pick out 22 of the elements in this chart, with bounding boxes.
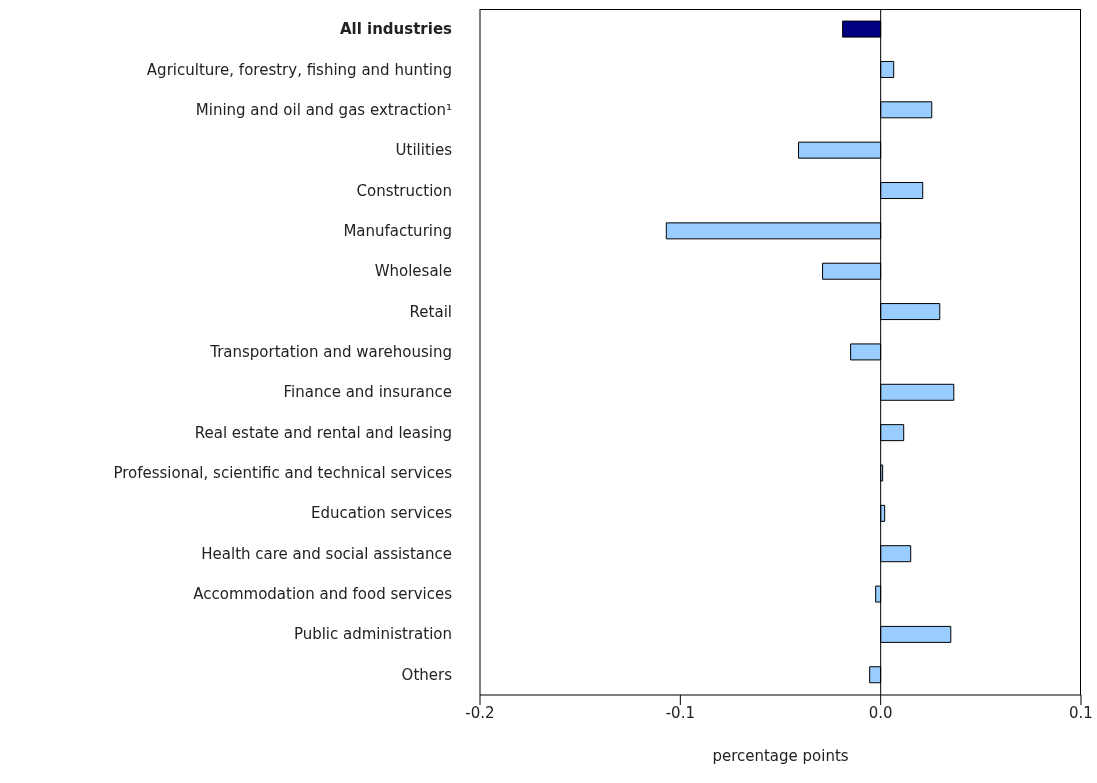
y-tick-label: Health care and social assistance [201,544,452,563]
y-tick-label: Professional, scientific and technical services [113,464,453,483]
y-tick-label: Education services [311,504,453,523]
y-tick-label: Wholesale [374,262,452,281]
y-tick-label: Mining and oil and gas extraction¹ [195,100,452,119]
y-tick-label: Transportation and warehousing [209,343,452,361]
y-tick-label: Others [401,665,453,684]
y-tick-label: Utilities [395,141,453,160]
y-tick-label: Real estate and rental and leasing [194,423,452,442]
x-axis-title: percentage points [712,747,849,765]
x-tick-label: -0.2 [465,703,495,722]
y-tick-label: Agriculture, forestry, fishing and hunting [146,60,452,79]
y-tick-label: Finance and insurance [283,383,452,402]
y-tick-label: Manufacturing [343,221,452,240]
y-tick-label: Retail [409,302,452,321]
y-tick-label: Public administration [293,625,452,644]
x-tick-label: -0.1 [665,703,695,722]
x-tick-label: 0.1 [1069,703,1093,722]
y-tick-label: Construction [356,181,452,200]
y-tick-label: Accommodation and food services [193,585,453,604]
x-tick-label: 0.0 [868,703,893,722]
y-tick-label: All industries [339,20,453,39]
